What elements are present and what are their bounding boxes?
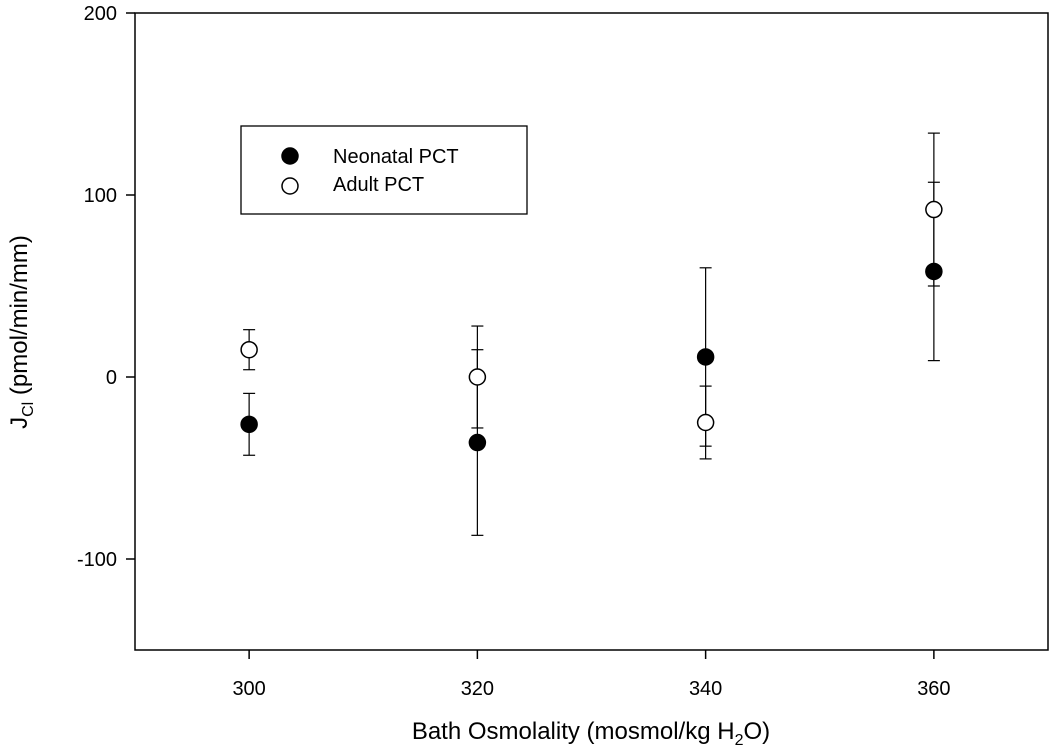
x-axis-title: Bath Osmolality (mosmol/kg H2O) — [412, 718, 770, 749]
legend-label-neonatal: Neonatal PCT — [333, 146, 459, 168]
data-series — [240, 132, 943, 536]
series-neonatal-pct — [240, 181, 943, 536]
legend-marker-adult — [281, 177, 299, 195]
x-tick-label: 320 — [461, 678, 494, 700]
y-tick-label: 0 — [106, 367, 117, 389]
legend-marker-neonatal — [281, 147, 299, 165]
legend: Neonatal PCT Adult PCT — [240, 125, 528, 215]
data-point — [925, 200, 943, 219]
y-axis-title: JCl (pmol/min/mm) — [6, 235, 37, 429]
series-adult-pct — [240, 132, 943, 460]
x-tick-label: 340 — [689, 678, 722, 700]
y-tick-label: 100 — [84, 185, 117, 207]
data-point — [240, 340, 258, 359]
data-point — [468, 368, 487, 386]
x-tick-label: 300 — [232, 678, 265, 700]
legend-label-adult: Adult PCT — [333, 174, 424, 196]
data-point — [240, 415, 258, 434]
x-axis-ticks: 300 320 340 360 — [232, 650, 951, 700]
data-point — [696, 348, 715, 366]
data-point — [468, 433, 487, 452]
data-point — [696, 413, 715, 432]
y-tick-label: 200 — [84, 3, 117, 25]
x-tick-label: 360 — [917, 678, 950, 700]
legend-box — [240, 125, 528, 215]
y-axis-ticks: -100 0 100 200 — [77, 3, 135, 571]
y-tick-label: -100 — [77, 549, 117, 571]
plot-frame — [134, 12, 1049, 651]
